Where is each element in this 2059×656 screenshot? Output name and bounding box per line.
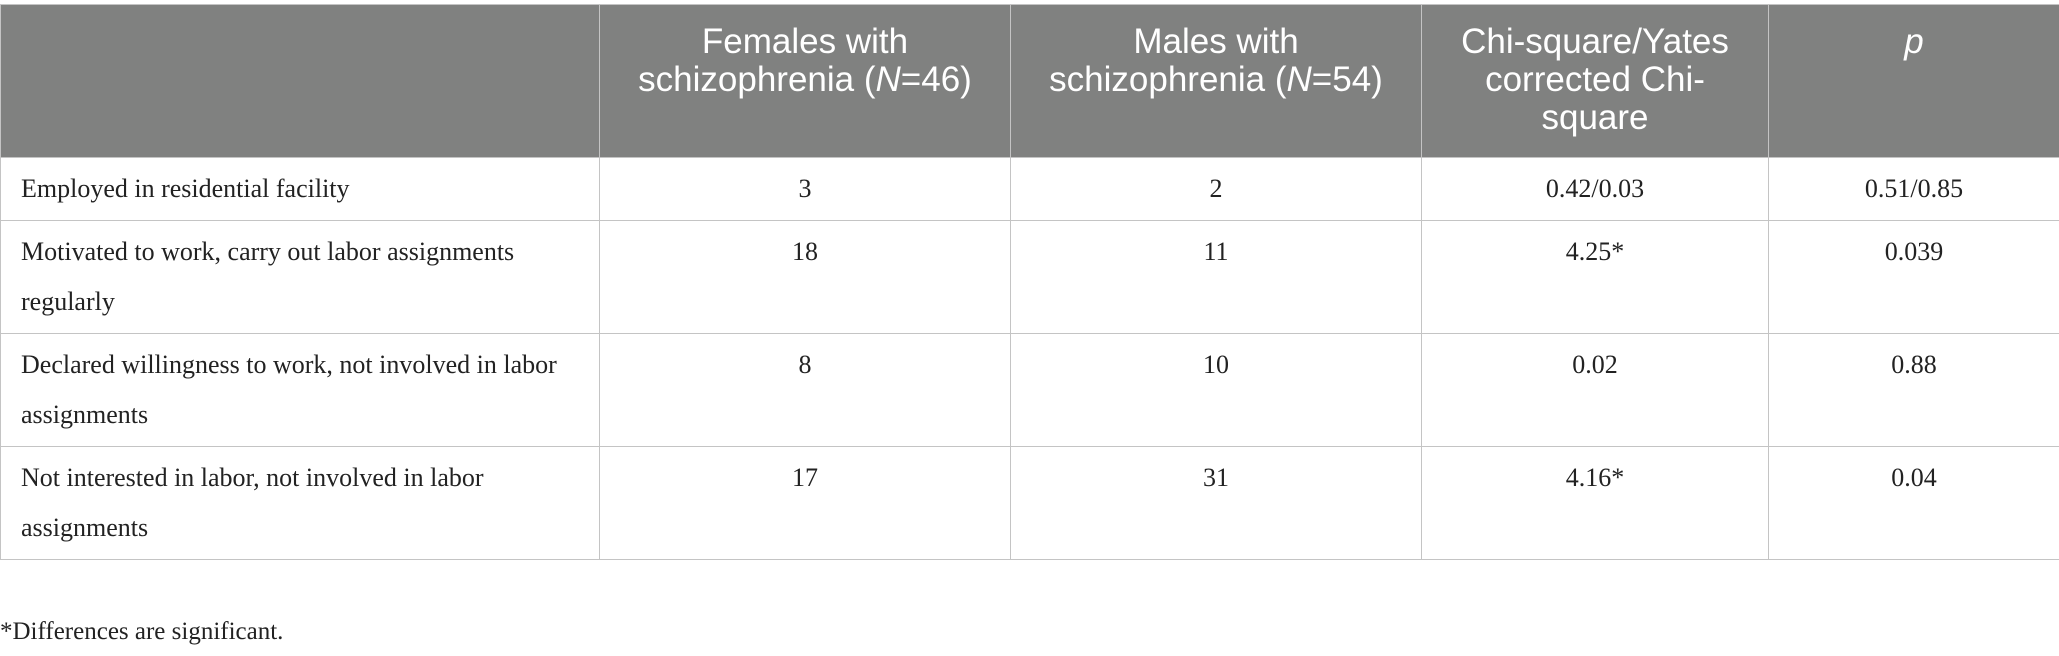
- table-row: Not interested in labor, not involved in…: [0, 446, 2059, 560]
- row-label: Employed in residential facility: [0, 157, 600, 221]
- females-value: 17: [599, 446, 1011, 560]
- results-table: Females with schizophrenia (N=46) Males …: [0, 4, 2059, 560]
- males-value: 31: [1010, 446, 1422, 560]
- table-row: Declared willingness to work, not involv…: [0, 333, 2059, 447]
- row-label: Motivated to work, carry out labor assig…: [0, 220, 600, 334]
- chi-square-value: 0.42/0.03: [1421, 157, 1769, 221]
- row-label: Declared willingness to work, not involv…: [0, 333, 600, 447]
- table-row: Motivated to work, carry out labor assig…: [0, 220, 2059, 334]
- row-label: Not interested in labor, not involved in…: [0, 446, 600, 560]
- males-value: 2: [1010, 157, 1422, 221]
- males-value: 10: [1010, 333, 1422, 447]
- header-males: Males with schizophrenia (N=54): [1010, 4, 1422, 158]
- table-row: Employed in residential facility 3 2 0.4…: [0, 157, 2059, 221]
- chi-square-value: 4.25*: [1421, 220, 1769, 334]
- header-females: Females with schizophrenia (N=46): [599, 4, 1011, 158]
- females-value: 18: [599, 220, 1011, 334]
- p-value: 0.04: [1768, 446, 2059, 560]
- header-empty: [0, 4, 600, 158]
- p-value: 0.51/0.85: [1768, 157, 2059, 221]
- females-value: 8: [599, 333, 1011, 447]
- header-p: p: [1768, 4, 2059, 158]
- chi-square-value: 0.02: [1421, 333, 1769, 447]
- chi-square-value: 4.16*: [1421, 446, 1769, 560]
- males-value: 11: [1010, 220, 1422, 334]
- header-chi-square: Chi-square/Yates corrected Chi-square: [1421, 4, 1769, 158]
- females-value: 3: [599, 157, 1011, 221]
- table-footnote: *Differences are significant.: [0, 618, 284, 645]
- p-value: 0.039: [1768, 220, 2059, 334]
- p-value: 0.88: [1768, 333, 2059, 447]
- header-row: Females with schizophrenia (N=46) Males …: [0, 4, 2059, 158]
